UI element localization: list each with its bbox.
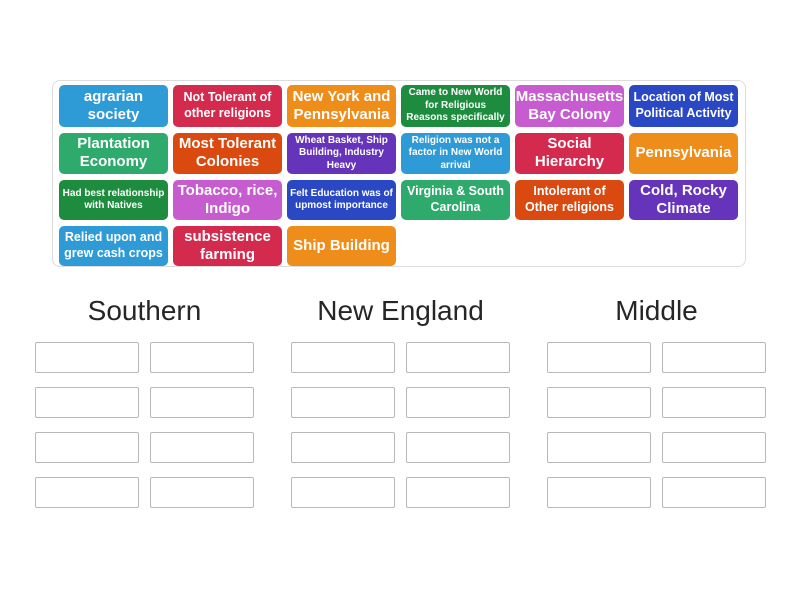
tile[interactable]: Not Tolerant of other religions [173, 85, 282, 127]
group-new-england: New England [291, 294, 510, 508]
tray-row: Had best relationship with Natives Tobac… [59, 180, 739, 220]
drop-slot[interactable] [291, 387, 395, 418]
group-southern: Southern [35, 294, 254, 508]
tile[interactable]: Religion was not a factor in New World a… [401, 132, 510, 174]
tile[interactable]: Social Hierarchy [515, 132, 624, 174]
tray-row: Relied upon and grew cash crops subsiste… [59, 226, 739, 266]
tile[interactable]: Wheat Basket, Ship Building, Industry He… [287, 132, 396, 174]
tile[interactable]: Location of Most Political Activity [629, 85, 738, 127]
drop-slot[interactable] [406, 432, 510, 463]
drop-slot[interactable] [662, 477, 766, 508]
drop-slot[interactable] [406, 477, 510, 508]
drop-slot[interactable] [150, 342, 254, 373]
drop-slot[interactable] [35, 477, 139, 508]
slot-grid [35, 342, 254, 508]
tile[interactable]: Ship Building [287, 226, 396, 266]
drop-slot[interactable] [35, 342, 139, 373]
drop-slot[interactable] [547, 432, 651, 463]
tile-tray: agrarian society Not Tolerant of other r… [52, 80, 746, 267]
drop-slot[interactable] [35, 432, 139, 463]
drop-slot[interactable] [150, 432, 254, 463]
drop-slot[interactable] [150, 387, 254, 418]
drop-slot[interactable] [291, 432, 395, 463]
group-middle: Middle [547, 294, 766, 508]
tile[interactable]: Plantation Economy [59, 132, 168, 174]
group-heading-middle: Middle [615, 295, 698, 326]
tile[interactable]: Intolerant of Other religions [515, 180, 624, 220]
drop-slot[interactable] [150, 477, 254, 508]
group-heading-new-england: New England [317, 295, 484, 326]
drop-slot[interactable] [406, 387, 510, 418]
tray-row: Plantation Economy Most Tolerant Colonie… [59, 132, 739, 174]
drop-slot[interactable] [35, 387, 139, 418]
tile[interactable]: agrarian society [59, 85, 168, 127]
tile[interactable]: Tobacco, rice, Indigo [173, 180, 282, 220]
tile[interactable]: Pennsylvania [629, 132, 738, 174]
tile[interactable]: subsistence farming [173, 226, 282, 266]
tile[interactable]: New York and Pennsylvania [287, 85, 396, 127]
slot-grid [291, 342, 510, 508]
tile[interactable]: Cold, Rocky Climate [629, 180, 738, 220]
drop-slot[interactable] [291, 342, 395, 373]
tray-row: agrarian society Not Tolerant of other r… [59, 85, 739, 127]
group-heading-southern: Southern [87, 295, 202, 326]
tile[interactable]: Most Tolerant Colonies [173, 132, 282, 174]
drop-slot[interactable] [406, 342, 510, 373]
tile[interactable]: Had best relationship with Natives [59, 180, 168, 220]
tile[interactable]: Virginia & South Carolina [401, 180, 510, 220]
tile[interactable]: Massachusetts Bay Colony [515, 85, 624, 127]
drop-slot[interactable] [291, 477, 395, 508]
tile[interactable]: Relied upon and grew cash crops [59, 226, 168, 266]
drop-slot[interactable] [547, 387, 651, 418]
drop-slot[interactable] [662, 387, 766, 418]
tile[interactable]: Felt Education was of upmost importance [287, 180, 396, 220]
drop-slot[interactable] [662, 432, 766, 463]
drop-slot[interactable] [547, 477, 651, 508]
slot-grid [547, 342, 766, 508]
tile[interactable]: Came to New World for Religious Reasons … [401, 85, 510, 127]
drop-slot[interactable] [547, 342, 651, 373]
drop-slot[interactable] [662, 342, 766, 373]
